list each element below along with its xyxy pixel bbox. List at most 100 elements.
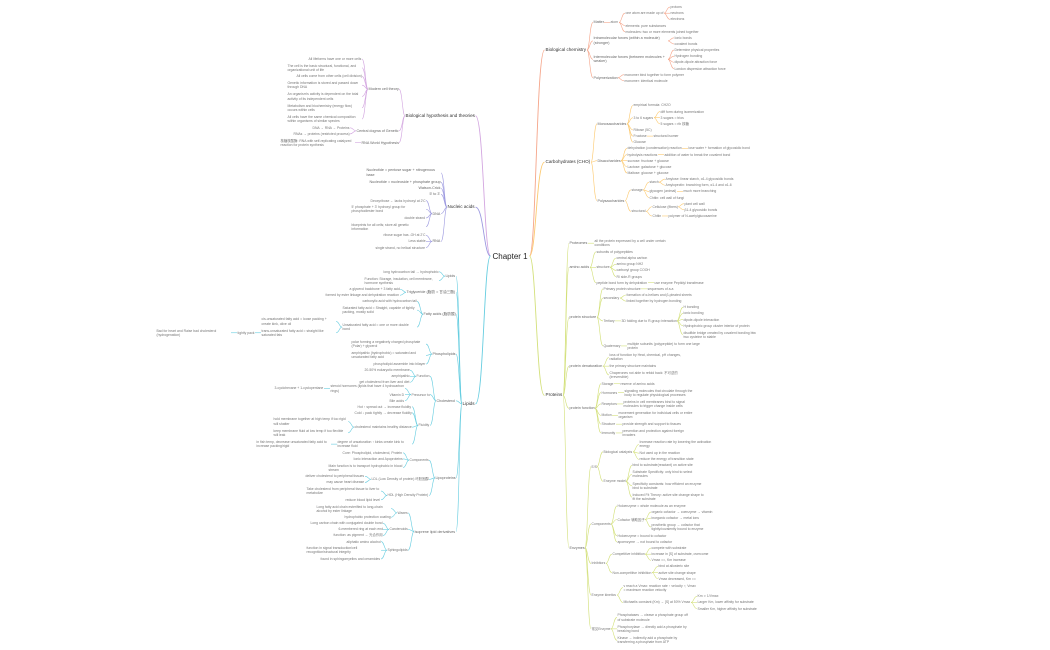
leaf-node[interactable]: Glucose: [633, 140, 646, 145]
leaf-node[interactable]: Vmax decreased, Km ==: [658, 576, 696, 581]
leaf-node[interactable]: Deoxyribose ← lacks hydroxyl at 2'C: [370, 198, 426, 203]
subtopic-node[interactable]: Biological catalysts: [603, 449, 633, 454]
leaf-node[interactable]: reduce the energy of transition state: [639, 457, 694, 462]
leaf-node[interactable]: function in signal transduction/cell rec…: [306, 546, 358, 555]
leaf-node[interactable]: Amylose: linear starch, α1-4 glycosidic …: [665, 177, 734, 182]
branch-topic[interactable]: Biological hypothesis and theories: [405, 112, 475, 118]
leaf-node[interactable]: loss of function by Heat, chemical, pH c…: [609, 353, 681, 362]
subtopic-node[interactable]: Function: [416, 374, 430, 379]
leaf-node[interactable]: found in sphingomyelins and ceramides: [320, 556, 381, 561]
subtopic-node[interactable]: Cellulose (fibers): [652, 204, 678, 209]
leaf-node[interactable]: apoenzyme → not bound to cofactor: [617, 539, 673, 544]
leaf-node[interactable]: linked together by hydrogen bonding: [626, 299, 682, 304]
leaf-node[interactable]: disulfide bridge created by covalent bon…: [683, 330, 756, 339]
subtopic-node[interactable]: Lipoproteins: [435, 475, 456, 480]
subtopic-node[interactable]: Cofactor 辅助因子: [617, 517, 645, 522]
subtopic-node[interactable]: structure: [596, 265, 610, 270]
leaf-node[interactable]: Kinase → indirectly add a phosphate by t…: [617, 636, 678, 645]
leaf-node[interactable]: compete with substrate: [651, 546, 687, 551]
subtopic-node[interactable]: Motion: [601, 413, 612, 418]
leaf-node[interactable]: multiple subunits (polypeptide) to form …: [627, 341, 700, 350]
leaf-node[interactable]: empirical formula: CH2O: [633, 103, 671, 108]
leaf-node[interactable]: 3-cyclohexane + 1-cyclopentane: [274, 386, 324, 391]
leaf-node[interactable]: single strand, no helical structure: [375, 245, 426, 250]
subtopic-node[interactable]: Receptors: [601, 401, 617, 406]
leaf-node[interactable]: Not used up in the reaction: [639, 451, 681, 456]
subtopic-node[interactable]: trans-unsaturated fatty acid = straight …: [261, 328, 324, 337]
leaf-node[interactable]: increase in [S] of substrate, overcome: [651, 552, 709, 557]
leaf-node[interactable]: addition of water to break the covalent …: [664, 152, 731, 157]
leaf-node[interactable]: elements: pure substances: [625, 23, 667, 28]
central-topic[interactable]: Chapter 1: [492, 251, 528, 261]
leaf-node[interactable]: a glycerol backbone + 3 fatty acid: [349, 287, 400, 292]
leaf-node[interactable]: polar forming a negatively charged phosp…: [351, 340, 421, 349]
subtopic-node[interactable]: Proteomes: [569, 241, 588, 246]
subtopic-node[interactable]: degree of unsaturation ↑ kinks create ki…: [337, 440, 404, 449]
subtopic-node[interactable]: Modern cell theory: [368, 87, 399, 92]
branch-topic[interactable]: Proteins: [545, 392, 563, 398]
leaf-node[interactable]: RNAs → proteins (restricted process): [293, 131, 350, 136]
leaf-node[interactable]: active site change shape: [658, 570, 696, 575]
leaf-node[interactable]: phospholipid assemble into bilayer: [373, 362, 426, 367]
branch-topic[interactable]: Biological chemistry: [545, 47, 587, 53]
subtopic-node[interactable]: Polymerization: [593, 75, 618, 80]
leaf-node[interactable]: reserve of amino acids: [620, 381, 655, 386]
leaf-node[interactable]: amphipathic: [391, 374, 410, 379]
leaf-node[interactable]: use enzyme Peptidyl transferase: [654, 280, 704, 285]
leaf-node[interactable]: amphipathic (hydrophobic) = saturated an…: [351, 351, 417, 360]
leaf-node[interactable]: electrons: [670, 17, 685, 22]
leaf-node[interactable]: Chaperones not able to refold back: 不可逆的…: [609, 370, 678, 380]
leaf-node[interactable]: Less stable: [408, 239, 426, 244]
leaf-node[interactable]: signaling molecules that circulate throu…: [624, 388, 693, 397]
leaf-node[interactable]: 20-50% eukaryotic membrane: [364, 368, 410, 373]
leaf-node[interactable]: Watson-Crick: [418, 186, 441, 191]
subtopic-node[interactable]: Components: [409, 458, 429, 463]
leaf-node[interactable]: diff form during isomerization: [660, 109, 704, 114]
leaf-node[interactable]: ribose sugar has -OH at 2'C: [383, 233, 426, 238]
leaf-node[interactable]: Hydrophobic group cluster interior of pr…: [683, 323, 750, 328]
leaf-node[interactable]: Take cholesterol from peripheral tissue …: [306, 487, 380, 496]
subtopic-node[interactable]: Matter: [593, 20, 604, 25]
subtopic-node[interactable]: protein function: [569, 406, 595, 411]
subtopic-node[interactable]: glycogen (animal): [649, 189, 677, 194]
leaf-node[interactable]: in fish temp, decrease unsaturated fatty…: [256, 440, 327, 449]
subtopic-node[interactable]: Intermolecular forces (between molecules…: [593, 54, 665, 64]
subtopic-node[interactable]: Immunity: [601, 430, 616, 435]
leaf-node[interactable]: formation of α-helices and β-pleated she…: [626, 292, 692, 297]
leaf-node[interactable]: monomer bind together to form polymer: [624, 72, 685, 77]
leaf-node[interactable]: Km ∝ 1/Vmax: [697, 594, 719, 599]
leaf-node[interactable]: Chitin: cell wall of fungi: [649, 195, 685, 200]
leaf-node[interactable]: much more branching: [683, 189, 717, 194]
subtopic-node[interactable]: E/S: [591, 464, 597, 469]
subtopic-node[interactable]: Polysaccharides: [597, 198, 625, 203]
subtopic-node[interactable]: Inhibitors: [591, 561, 606, 566]
leaf-node[interactable]: All cells have the same chemical composi…: [287, 115, 356, 124]
leaf-node[interactable]: Saturated fatty acid = Straight, capable…: [342, 306, 415, 315]
leaf-node[interactable]: polymer of N-acetylglucosamine: [668, 213, 717, 218]
leaf-node[interactable]: prosthetic group → cofactor that tightly…: [651, 522, 704, 532]
leaf-node[interactable]: Induced Fit Theory: active site change s…: [632, 493, 704, 502]
leaf-node[interactable]: sequences of a.a: [647, 286, 674, 291]
leaf-node[interactable]: monomer: identical molecule: [624, 78, 668, 83]
leaf-node[interactable]: double strand: [404, 215, 426, 220]
leaf-node[interactable]: Vmax ==, Km increase: [651, 558, 686, 563]
leaf-node[interactable]: Smaller Km, higher affinity for substrat…: [697, 606, 757, 611]
subtopic-node[interactable]: Precursor to: [411, 392, 430, 397]
subtopic-node[interactable]: Lipids: [445, 274, 456, 279]
subtopic-node[interactable]: Central dogma of Genetic: [356, 128, 399, 133]
leaf-node[interactable]: Nucleotide = nucleoside + phosphate grou…: [369, 180, 441, 185]
leaf-node[interactable]: Substrate Specificity: only bind to sele…: [632, 470, 693, 479]
subtopic-node[interactable]: Components: [591, 521, 611, 526]
subtopic-node[interactable]: Triglyceride (脂肪 = 甘油三酯): [406, 290, 456, 295]
leaf-node[interactable]: DNA → RNA → Proteins: [312, 125, 350, 130]
leaf-node[interactable]: keep membrane fluid at low temp if too f…: [273, 428, 344, 437]
leaf-node[interactable]: central alpha carbon: [616, 256, 648, 261]
subtopic-node[interactable]: tightly pack: [237, 330, 255, 335]
leaf-node[interactable]: H bonding: [683, 305, 699, 310]
subtopic-node[interactable]: amino acids: [569, 265, 590, 270]
leaf-node[interactable]: 5 sugars = rib 核糖: [660, 121, 689, 126]
subtopic-node[interactable]: Enzymes: [569, 545, 585, 550]
leaf-node[interactable]: Phosphatases → cleave a phosphate group …: [617, 613, 688, 622]
subtopic-node[interactable]: Enzyme kinetics: [591, 593, 617, 598]
leaf-node[interactable]: Determine physical properties: [674, 48, 720, 53]
